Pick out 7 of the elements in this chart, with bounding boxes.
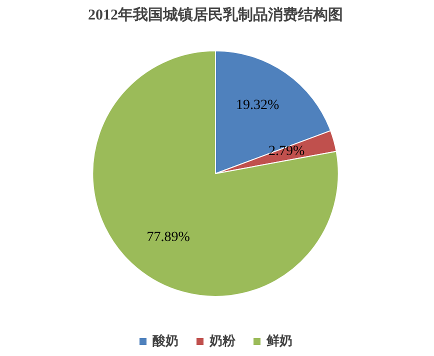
- legend-label: 鲜奶: [266, 332, 292, 350]
- data-label: 19.32%: [236, 98, 280, 113]
- chart-title: 2012年我国城镇居民乳制品消费结构图: [88, 6, 343, 24]
- legend-label: 酸奶: [152, 332, 178, 350]
- legend-label: 奶粉: [210, 332, 236, 350]
- data-label: 77.89%: [146, 230, 190, 245]
- data-label: 2.79%: [268, 144, 305, 160]
